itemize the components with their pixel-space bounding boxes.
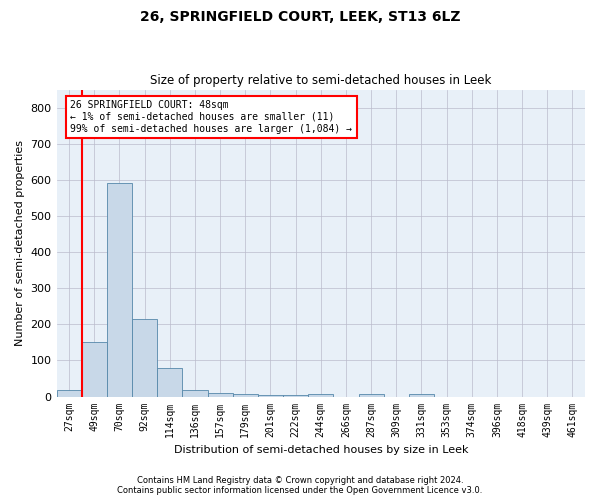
X-axis label: Distribution of semi-detached houses by size in Leek: Distribution of semi-detached houses by … xyxy=(173,445,468,455)
Bar xyxy=(82,342,107,396)
Y-axis label: Number of semi-detached properties: Number of semi-detached properties xyxy=(15,140,25,346)
Bar xyxy=(107,184,132,396)
Text: 26 SPRINGFIELD COURT: 48sqm
← 1% of semi-detached houses are smaller (11)
99% of: 26 SPRINGFIELD COURT: 48sqm ← 1% of semi… xyxy=(70,100,352,134)
Bar xyxy=(157,368,182,396)
Title: Size of property relative to semi-detached houses in Leek: Size of property relative to semi-detach… xyxy=(150,74,491,87)
Bar xyxy=(308,394,334,396)
Bar xyxy=(56,390,82,396)
Bar xyxy=(208,393,233,396)
Bar xyxy=(409,394,434,396)
Bar xyxy=(182,390,208,396)
Bar xyxy=(283,394,308,396)
Bar xyxy=(233,394,258,396)
Bar xyxy=(359,394,383,396)
Text: 26, SPRINGFIELD COURT, LEEK, ST13 6LZ: 26, SPRINGFIELD COURT, LEEK, ST13 6LZ xyxy=(140,10,460,24)
Text: Contains HM Land Registry data © Crown copyright and database right 2024.
Contai: Contains HM Land Registry data © Crown c… xyxy=(118,476,482,495)
Bar xyxy=(132,319,157,396)
Bar xyxy=(258,394,283,396)
